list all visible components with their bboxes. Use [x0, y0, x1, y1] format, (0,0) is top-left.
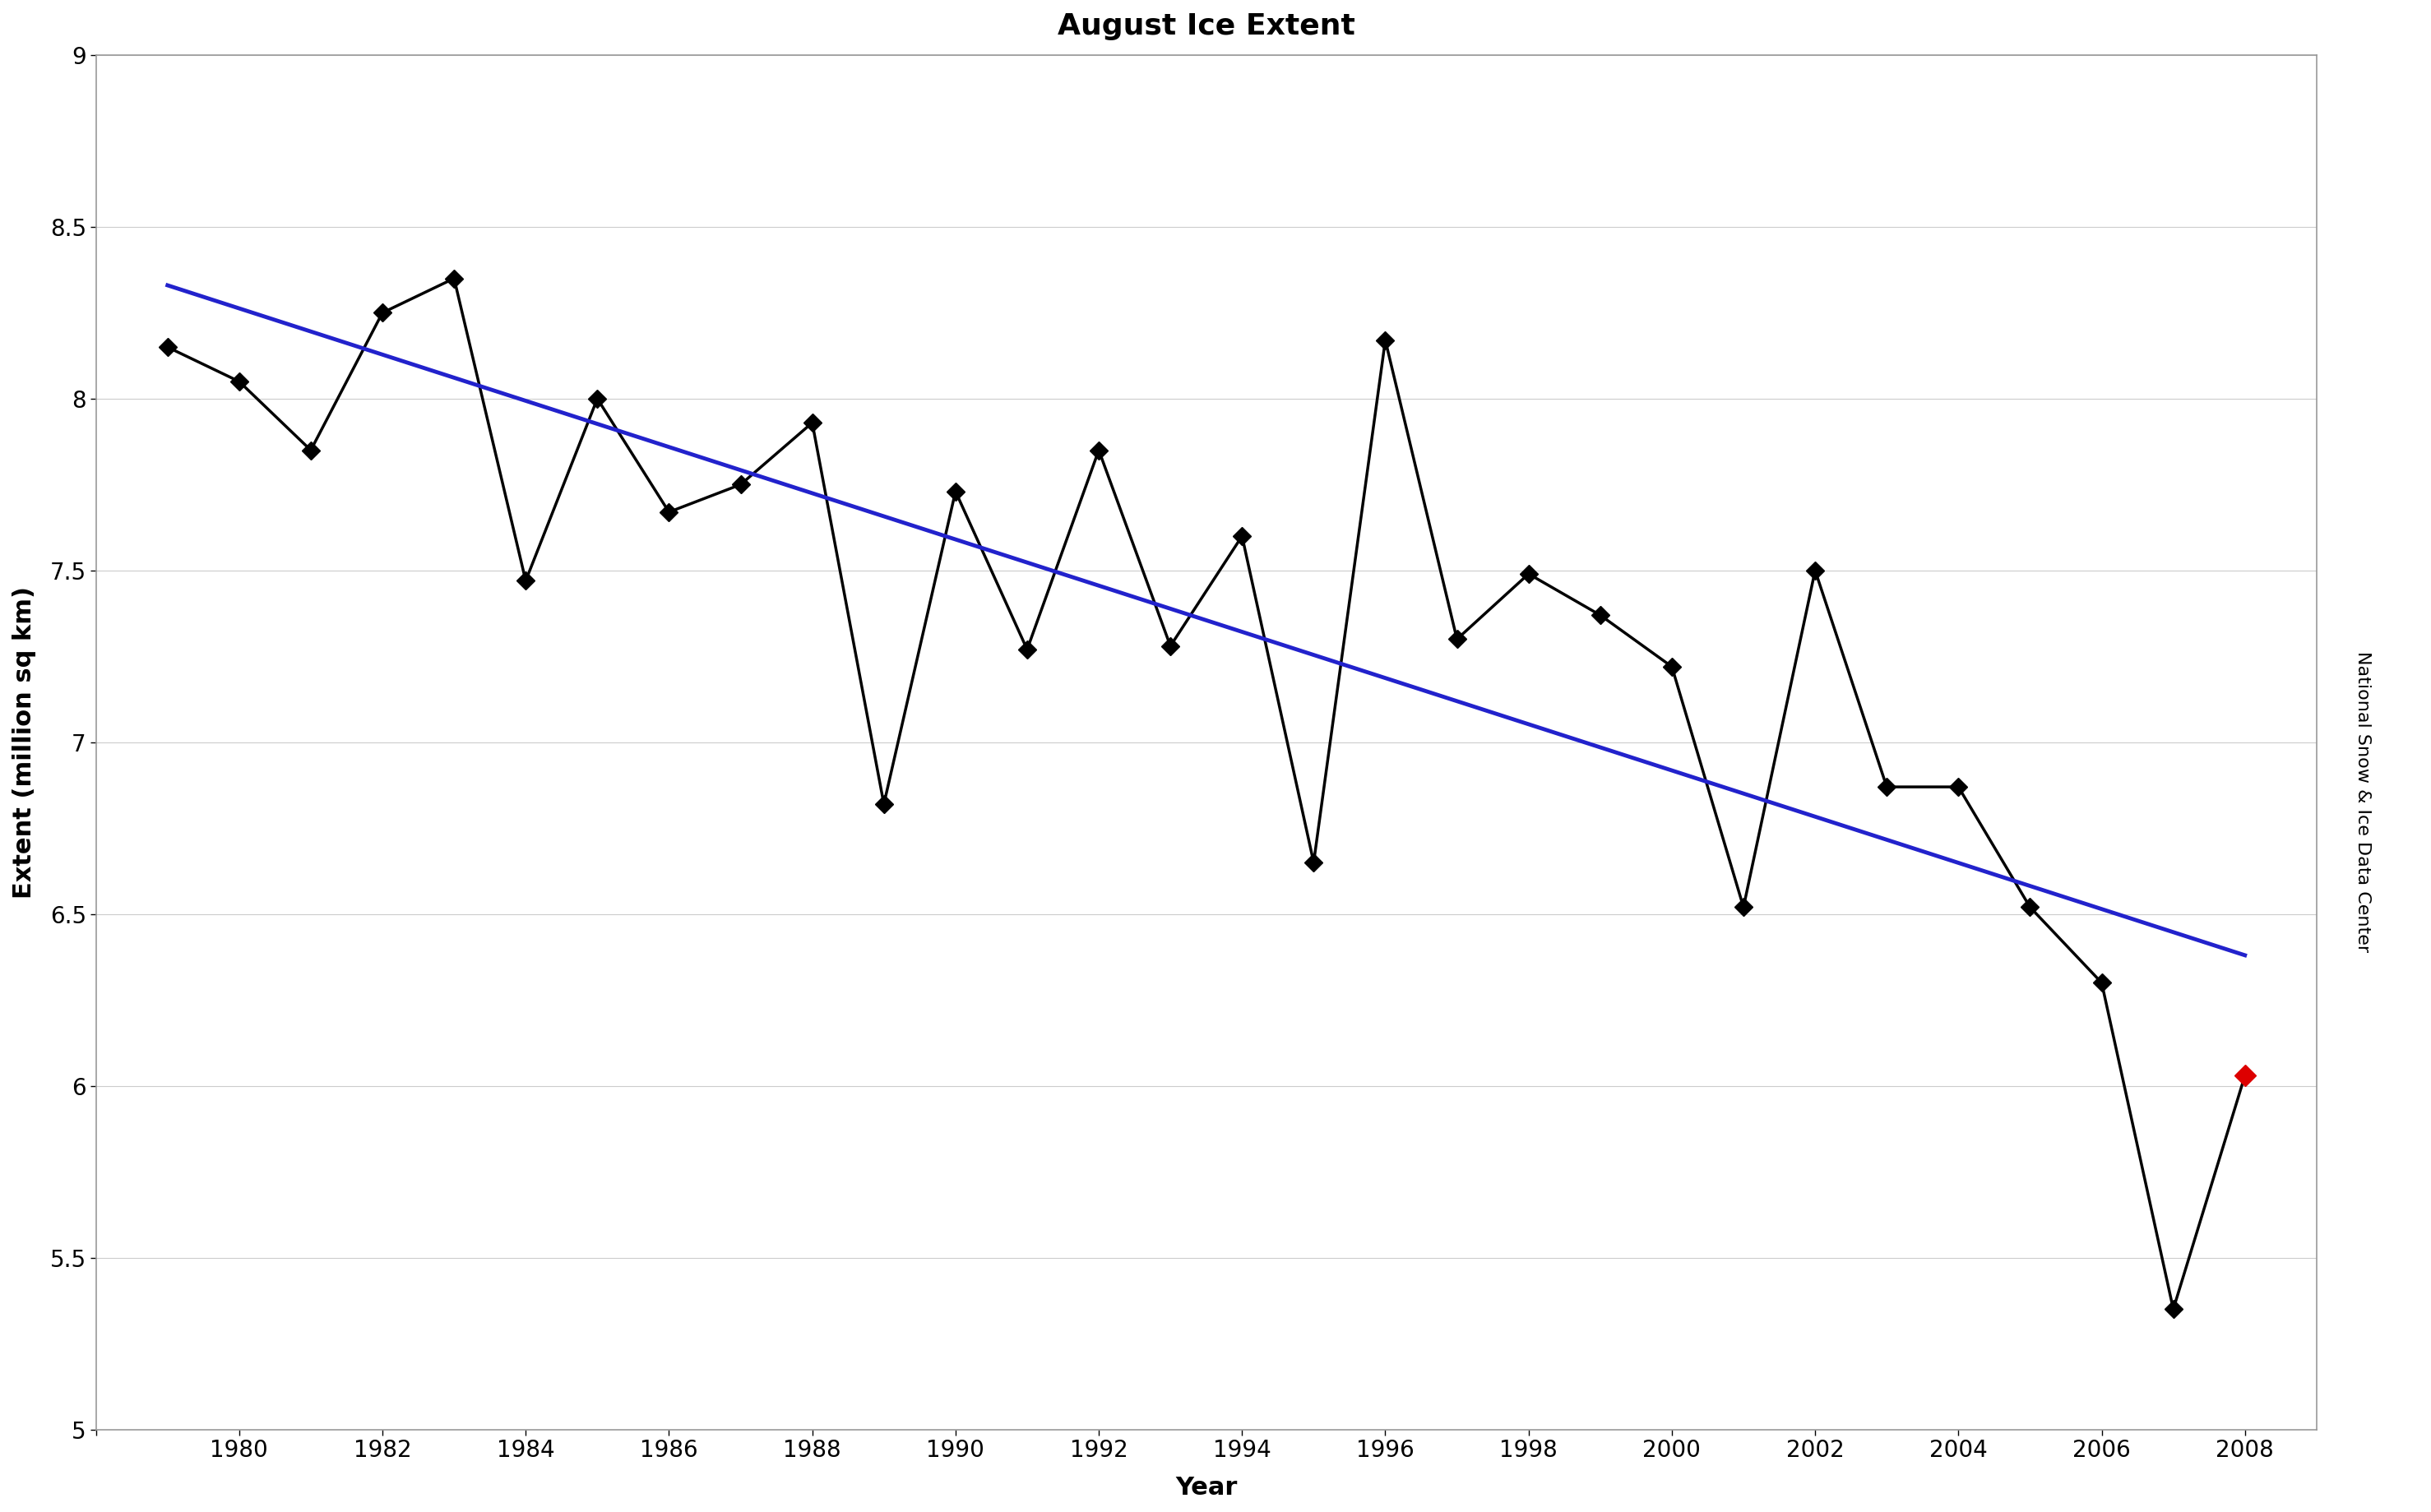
X-axis label: Year: Year	[1174, 1476, 1237, 1500]
Title: August Ice Extent: August Ice Extent	[1057, 12, 1354, 41]
Y-axis label: Extent (million sq km): Extent (million sq km)	[12, 587, 36, 898]
Text: National Snow & Ice Data Center: National Snow & Ice Data Center	[2356, 650, 2370, 953]
